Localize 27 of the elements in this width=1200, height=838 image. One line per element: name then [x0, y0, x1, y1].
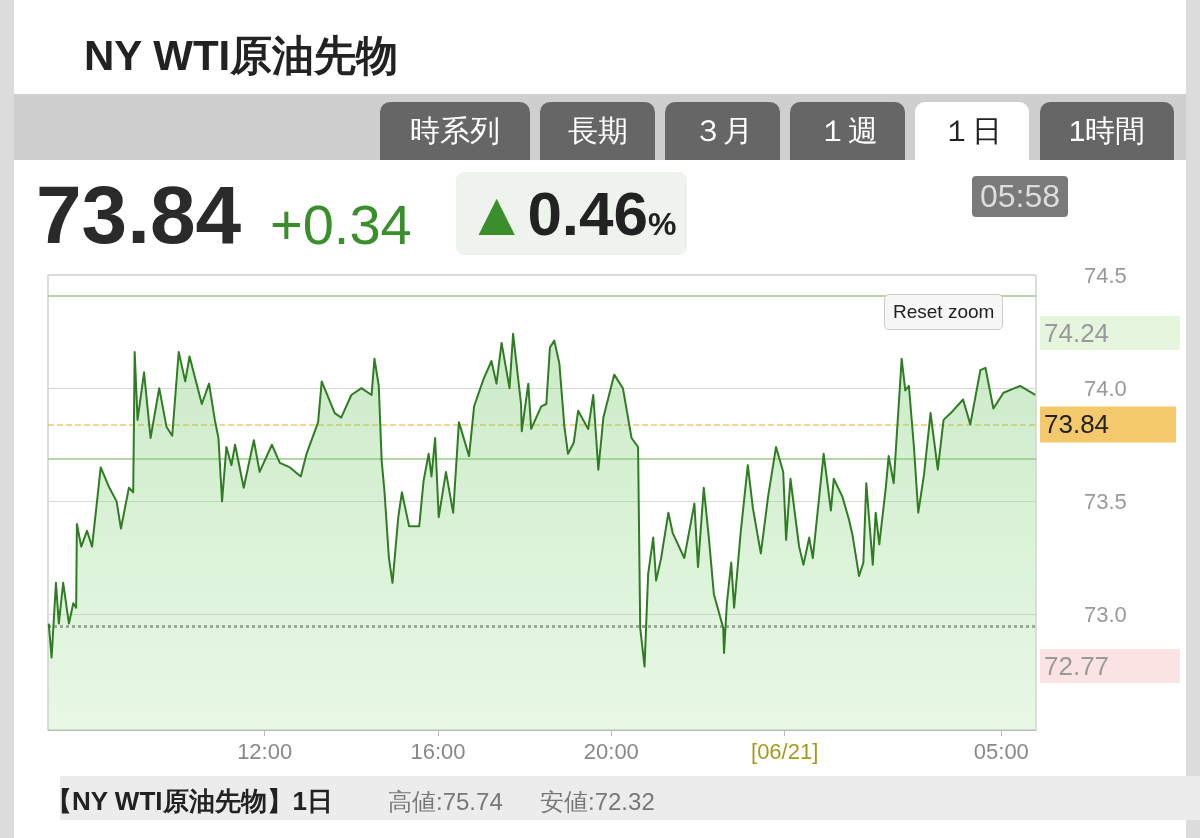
x-tick-label: 05:00	[973, 738, 1029, 764]
text: １週	[790, 102, 905, 160]
y-tick-label: 74.0	[1084, 375, 1127, 401]
text: ３月	[665, 102, 780, 160]
y-tick-label: 74.5	[1084, 262, 1127, 288]
x-tick-label: 12:00	[237, 738, 293, 764]
annotation: Reset zoom	[884, 294, 1004, 330]
text: 時系列	[380, 102, 530, 160]
text: 1時間	[1040, 102, 1174, 160]
chart-title: NY WTI原油先物	[84, 31, 399, 81]
x-tick-label: [06/21]	[751, 738, 819, 764]
x-tick-label: 20:00	[583, 738, 639, 764]
x-tick-label: 16:00	[410, 738, 466, 764]
text: ▲0.46%	[466, 179, 677, 248]
text: 72.77	[1040, 649, 1180, 683]
y-tick-label: 73.5	[1084, 488, 1127, 514]
text: １日	[915, 102, 1029, 160]
text: 高値:75.74	[388, 787, 503, 817]
text: 73.84	[36, 168, 242, 262]
text: 長期	[540, 102, 655, 160]
text: 【NY WTI原油先物】1日	[46, 785, 333, 818]
y-tick-label: 73.0	[1084, 602, 1127, 628]
ref-line-label: 73.84	[1044, 409, 1110, 440]
text: 安値:72.32	[540, 787, 655, 817]
text: 05:58	[972, 176, 1069, 217]
text: 74.24	[1040, 316, 1180, 350]
text: +0.34	[270, 192, 412, 257]
